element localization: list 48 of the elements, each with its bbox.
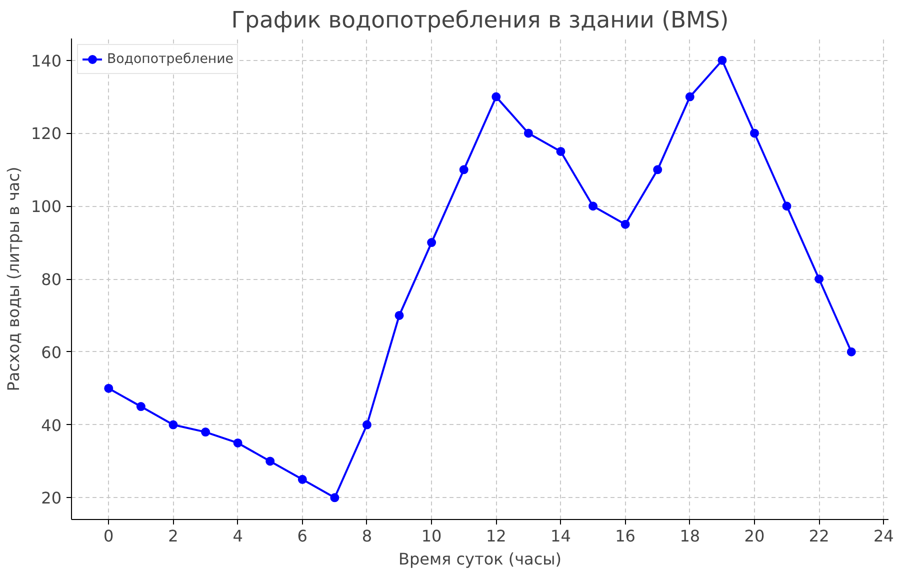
point [750, 128, 759, 138]
point [685, 92, 694, 102]
x-tick-label: 20 [744, 526, 765, 546]
point [362, 420, 372, 430]
y-tick-label: 100 [30, 197, 62, 216]
point [298, 474, 307, 484]
x-tick-label: 16 [615, 526, 636, 546]
point [266, 456, 275, 466]
point [556, 146, 566, 156]
chart-title: График водопотребления в здании (BMS) [231, 8, 729, 34]
point [330, 493, 340, 502]
x-tick-label: 2 [168, 526, 178, 546]
point [459, 165, 468, 174]
point [620, 220, 630, 229]
point [427, 238, 436, 248]
x-tick-label: 0 [104, 526, 114, 546]
y-tick-label: 80 [41, 270, 62, 289]
point [168, 420, 178, 430]
y-tick-label: 20 [41, 488, 62, 508]
x-tick-label: 4 [232, 526, 243, 546]
point [104, 384, 114, 393]
point [846, 347, 856, 356]
x-tick-label: 14 [550, 526, 571, 546]
x-tick-label: 6 [297, 526, 308, 546]
y-tick-label: 60 [41, 342, 62, 362]
y-tick-label: 40 [41, 416, 62, 435]
x-tick-label: 24 [873, 526, 894, 546]
point [588, 202, 598, 211]
point [814, 274, 824, 284]
x-tick-label: 22 [808, 526, 830, 546]
x-tick-label: 10 [421, 526, 442, 546]
point [524, 128, 533, 138]
legend-label: Водопотребление [107, 52, 234, 66]
y-tick-label: 120 [30, 124, 62, 144]
point [492, 92, 501, 102]
y-axis-title: Расход воды (литры в час) [4, 166, 23, 392]
point [782, 202, 792, 211]
x-tick-label: 18 [680, 526, 700, 546]
x-axis-title: Время суток (часы) [398, 550, 562, 568]
x-tick-label: 12 [486, 526, 506, 546]
point [233, 438, 242, 448]
x-tick-label: 8 [362, 526, 372, 546]
y-tick-label: 140 [30, 51, 62, 70]
point [394, 310, 404, 320]
point [201, 428, 210, 437]
point [653, 165, 662, 174]
point [136, 402, 146, 412]
point [718, 56, 727, 65]
